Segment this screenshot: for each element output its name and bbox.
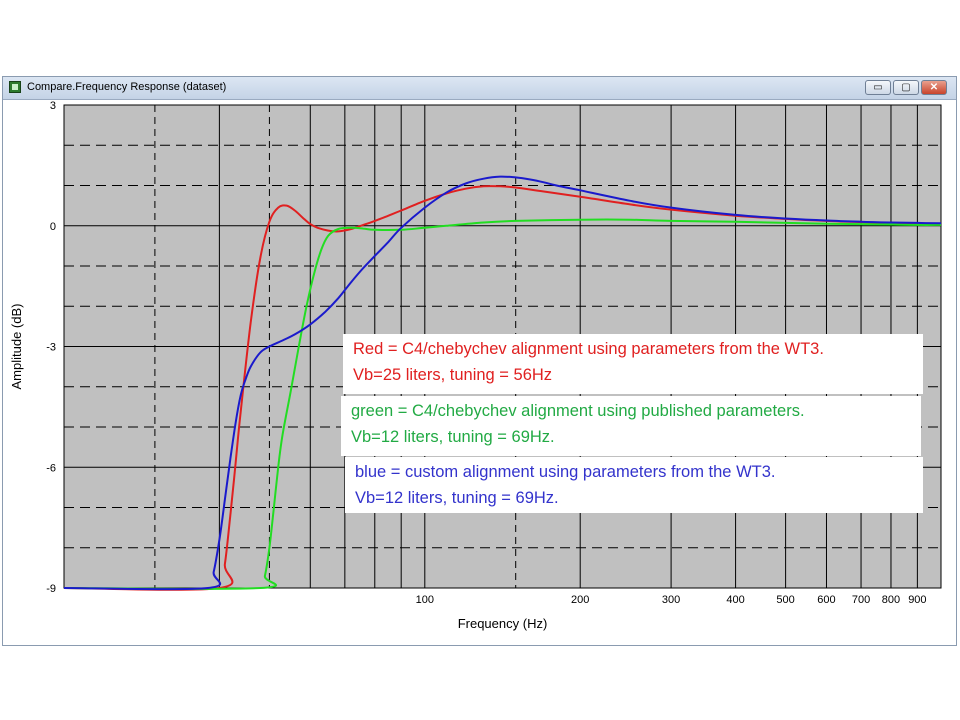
app-icon [9,81,21,93]
legend-green-line-2: Vb=12 liters, tuning = 69Hz. [351,428,555,446]
x-tick-label: 700 [852,594,870,606]
x-tick-label: 900 [908,594,926,606]
legend-red-line-1: Red = C4/chebychev alignment using param… [353,340,824,358]
x-tick-label: 400 [726,594,744,606]
window-title: Compare.Frequency Response (dataset) [27,81,227,93]
legend-blue: blue = custom alignment using parameters… [345,457,923,513]
legend-red: Red = C4/chebychev alignment using param… [343,334,923,394]
series-blue-line [63,175,942,591]
y-tick-label: 3 [50,100,56,112]
y-tick-label: -9 [46,583,56,595]
app-window: Compare.Frequency Response (dataset) ▭ ▢… [2,76,957,646]
restore-button[interactable]: ▢ [893,80,919,95]
legend-red-line-2: Vb=25 liters, tuning = 56Hz [353,366,553,384]
y-axis-label: Amplitude (dB) [9,304,24,390]
close-button[interactable]: ✕ [921,80,947,95]
legend-green-line-1: green = C4/chebychev alignment using pub… [351,402,805,420]
x-tick-label: 800 [882,594,900,606]
series-green-line [63,218,942,590]
legend-blue-line-2: Vb=12 liters, tuning = 69Hz. [355,489,559,507]
title-bar[interactable]: Compare.Frequency Response (dataset) ▭ ▢… [3,77,956,100]
axis-ticks: 100 200 300 400 500 600 700 800 900 -9 -6 -3 0 3 [46,100,926,606]
legend-blue-line-1: blue = custom alignment using parameters… [355,463,776,481]
y-tick-label: -3 [46,342,56,354]
x-tick-label: 300 [662,594,680,606]
series-layer [63,175,942,591]
x-tick-label: 500 [776,594,794,606]
x-tick-label: 600 [817,594,835,606]
x-tick-label: 200 [571,594,589,606]
x-tick-label: 100 [416,594,434,606]
y-tick-label: 0 [50,221,56,233]
x-axis-label: Frequency (Hz) [458,616,548,631]
minimize-button[interactable]: ▭ [865,80,891,95]
series-red-line [63,185,942,591]
legend-green: green = C4/chebychev alignment using pub… [341,396,921,456]
y-tick-label: -6 [46,462,56,474]
